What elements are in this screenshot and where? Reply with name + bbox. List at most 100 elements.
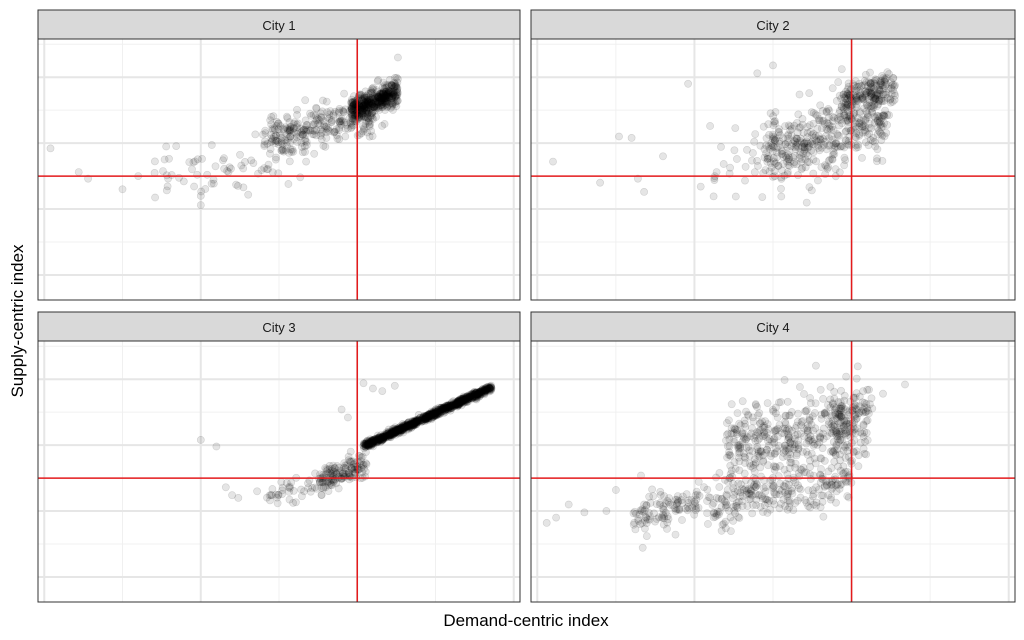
data-point (385, 75, 394, 84)
data-point (381, 99, 389, 108)
data-point (377, 90, 386, 99)
data-point (389, 90, 398, 99)
data-point (319, 117, 328, 125)
data-point (806, 139, 815, 147)
data-point (384, 82, 393, 91)
data-point (865, 129, 874, 138)
data-point (378, 89, 387, 97)
data-point (285, 482, 294, 491)
data-point (853, 362, 862, 371)
data-point (431, 412, 440, 420)
data-point (392, 102, 401, 110)
data-point (367, 111, 376, 120)
data-point (347, 106, 356, 115)
data-point (843, 492, 852, 500)
data-point (596, 178, 604, 187)
data-point (162, 142, 171, 151)
data-point (833, 417, 842, 425)
data-point (828, 84, 837, 93)
data-point (870, 119, 879, 127)
data-point (357, 104, 366, 113)
data-point (402, 423, 411, 432)
facet-strip (37, 9, 521, 40)
data-point (876, 128, 884, 137)
data-point (167, 171, 176, 179)
data-point (795, 472, 803, 481)
data-point (219, 156, 227, 165)
data-point (368, 100, 377, 109)
data-point (380, 96, 388, 105)
data-point (749, 482, 758, 491)
data-point (372, 86, 381, 94)
data-point (822, 131, 830, 140)
data-point (777, 486, 786, 495)
data-point (730, 437, 739, 446)
data-point (368, 84, 376, 93)
data-point (858, 120, 867, 129)
data-point (362, 100, 370, 109)
data-point (377, 89, 386, 98)
data-point (863, 436, 872, 444)
data-point (335, 135, 344, 144)
data-point (371, 101, 380, 110)
data-point (811, 110, 820, 119)
data-point (804, 486, 813, 495)
data-point (659, 502, 668, 511)
data-point (807, 146, 816, 155)
data-point (373, 93, 382, 102)
data-point (389, 84, 398, 93)
data-point (378, 99, 387, 108)
data-point (714, 510, 723, 519)
data-point (852, 117, 860, 126)
data-point (364, 114, 373, 123)
data-point (748, 156, 756, 165)
data-point (388, 81, 396, 90)
data-point (378, 96, 387, 105)
data-point (759, 484, 768, 492)
data-point (376, 92, 385, 101)
facet-strip-label: City 3 (262, 320, 295, 335)
data-point (297, 485, 305, 494)
data-point (381, 98, 389, 106)
data-point (842, 372, 850, 381)
data-point (378, 89, 387, 98)
data-point (302, 141, 311, 149)
data-point (311, 469, 319, 478)
data-point (806, 399, 815, 408)
data-point (795, 90, 804, 99)
data-point (355, 113, 363, 122)
data-point (370, 103, 379, 111)
data-point (733, 155, 741, 163)
data-point (321, 142, 330, 151)
data-point (203, 170, 212, 179)
data-point (364, 106, 373, 114)
data-point (364, 96, 372, 105)
data-point (384, 88, 393, 96)
data-point (819, 394, 827, 403)
data-point (749, 417, 758, 426)
data-point (615, 132, 623, 141)
data-point (863, 385, 872, 394)
data-point (370, 94, 379, 103)
data-point (832, 487, 841, 496)
data-point (813, 124, 822, 133)
data-point (364, 100, 372, 108)
data-point (704, 520, 712, 528)
data-point (388, 94, 396, 103)
data-point (317, 490, 326, 499)
data-point (708, 501, 717, 509)
data-point (706, 122, 714, 130)
data-point (344, 470, 352, 479)
data-point (770, 142, 778, 151)
data-point (361, 95, 370, 104)
data-point (814, 176, 822, 185)
data-point (381, 94, 389, 103)
data-point (826, 495, 835, 504)
data-point (361, 102, 370, 111)
data-point (748, 424, 756, 433)
data-point (379, 78, 388, 87)
data-point (760, 431, 768, 440)
data-point (844, 408, 853, 416)
data-point (388, 92, 397, 100)
